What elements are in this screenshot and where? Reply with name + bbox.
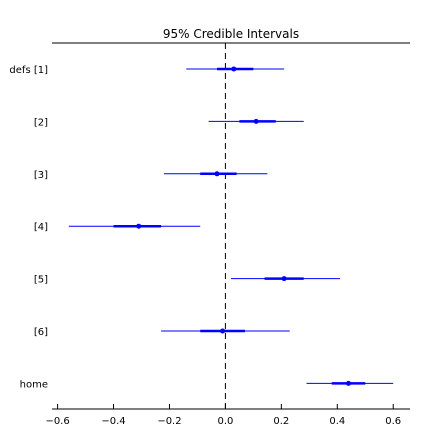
interval-marks <box>68 66 394 386</box>
x-tick-label: −0.2 <box>157 416 181 427</box>
interval-row <box>161 328 290 334</box>
interval-row <box>231 276 341 282</box>
y-tick-label: defs [1] <box>9 65 48 76</box>
x-tick-label: 0.0 <box>217 416 233 427</box>
y-tick-label: [2] <box>34 117 48 128</box>
x-tick-label: 0.2 <box>273 416 289 427</box>
chart-title: 95% Credible Intervals <box>163 27 299 41</box>
y-tick-labels: defs [1] [2] [3] [4] [5] [6] home <box>9 65 48 390</box>
interval-row <box>163 171 268 177</box>
median-point <box>345 380 351 386</box>
y-tick-label: [3] <box>34 170 48 181</box>
x-axis-ticks: −0.6 −0.4 −0.2 0.0 0.2 0.4 0.6 <box>45 404 401 427</box>
median-point <box>136 223 142 229</box>
interval-row <box>208 118 304 124</box>
x-tick-label: 0.4 <box>329 416 345 427</box>
y-tick-label: [5] <box>34 275 48 286</box>
median-point <box>214 171 220 177</box>
x-tick-label: −0.6 <box>45 416 69 427</box>
y-tick-label: [6] <box>34 327 48 338</box>
median-point <box>220 328 226 334</box>
y-tick-label: home <box>20 379 48 390</box>
interval-row <box>306 380 394 386</box>
x-tick-label: −0.4 <box>101 416 125 427</box>
x-tick-label: 0.6 <box>385 416 401 427</box>
interval-row <box>186 66 285 72</box>
interval-row <box>68 223 201 229</box>
median-point <box>281 276 287 282</box>
y-tick-label: [4] <box>34 222 48 233</box>
median-point <box>231 66 237 72</box>
median-point <box>253 118 259 124</box>
